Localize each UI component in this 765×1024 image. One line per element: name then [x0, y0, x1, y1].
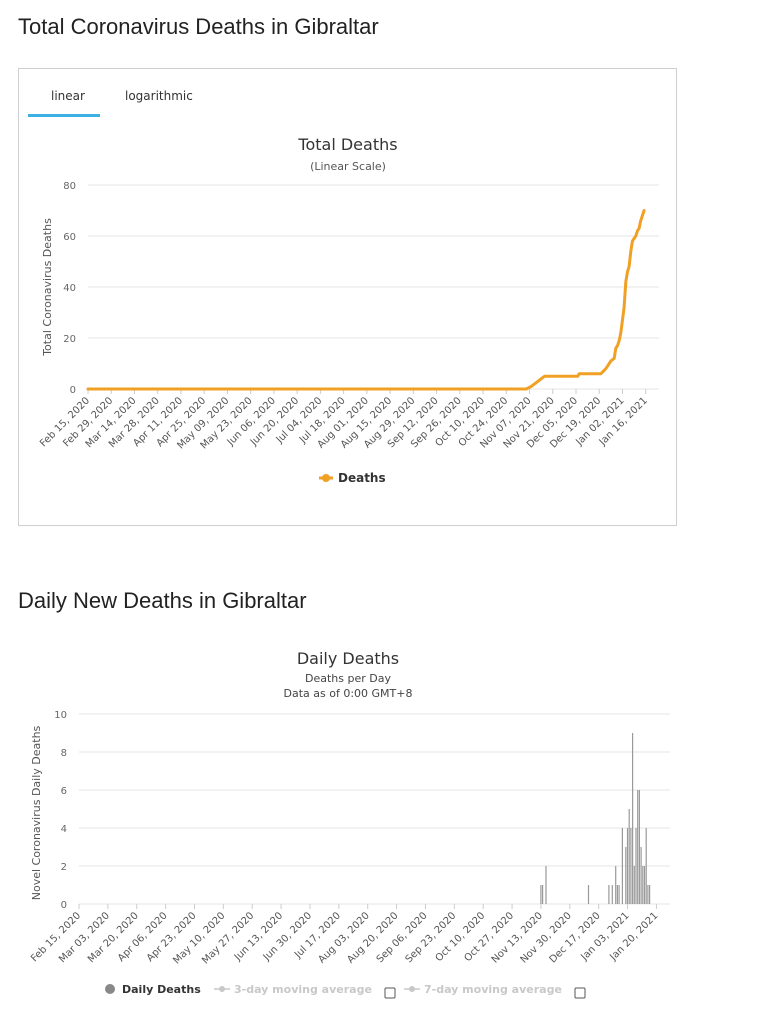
y-tick-label: 10 [54, 710, 67, 721]
y-tick-label: 80 [63, 181, 76, 192]
daily-death-bar [542, 885, 544, 904]
x-tick-label: Sep 23, 2020 [404, 910, 459, 965]
x-tick-label: Nov 13, 2020 [490, 910, 545, 965]
chart-title: Daily Deaths [297, 649, 399, 668]
tab-linear[interactable]: linear [51, 89, 85, 103]
daily-death-bar [618, 885, 620, 904]
x-tick-label: Sep 06, 2020 [375, 910, 430, 965]
y-tick-label: 8 [61, 748, 67, 759]
x-tick-label: Mar 03, 2020 [57, 910, 112, 965]
series-line-deaths [86, 209, 646, 391]
y-axis-label: Novel Coronavirus Daily Deaths [30, 725, 43, 900]
legend-label-deaths: Deaths [338, 471, 386, 485]
total-deaths-heading: Total Coronavirus Deaths in Gibraltar [18, 14, 379, 39]
daily-death-bar [616, 885, 618, 904]
x-tick-label: May 27, 2020 [200, 910, 256, 966]
y-axis-label: Total Coronavirus Deaths [41, 218, 54, 357]
daily-death-bar [611, 885, 613, 904]
chart-subtitle-date: Data as of 0:00 GMT+8 [284, 687, 413, 700]
tab-logarithmic[interactable]: logarithmic [125, 89, 193, 103]
daily-death-bar [545, 866, 547, 904]
y-tick-label: 6 [61, 786, 67, 797]
chart-subtitle: Deaths per Day [305, 672, 391, 685]
daily-death-bar [621, 828, 623, 904]
daily-death-bar [608, 885, 610, 904]
daily-death-bar [632, 733, 634, 904]
legend-marker-3day [219, 986, 225, 992]
x-tick-label: Aug 20, 2020 [345, 910, 400, 965]
y-tick-label: 2 [61, 862, 67, 873]
legend-marker-daily [105, 984, 115, 994]
daily-death-bar [628, 809, 630, 904]
checkbox-7day-average[interactable] [574, 987, 586, 999]
checkbox-3day-average[interactable] [384, 987, 396, 999]
daily-death-bar [642, 866, 644, 904]
daily-death-bar [630, 828, 632, 904]
active-tab-indicator [28, 114, 100, 117]
daily-death-bar [540, 885, 542, 904]
legend-marker-7day [409, 986, 415, 992]
daily-death-bar [638, 790, 640, 904]
x-tick-label: Nov 30, 2020 [519, 910, 574, 965]
daily-death-bar [645, 828, 647, 904]
legend-label-3day: 3-day moving average [234, 983, 372, 996]
x-tick-label: Mar 20, 2020 [86, 910, 141, 965]
y-tick-label: 0 [70, 385, 76, 396]
x-tick-label: May 10, 2020 [171, 910, 227, 966]
y-tick-label: 20 [63, 334, 76, 345]
daily-death-bar [587, 885, 590, 904]
legend-marker [322, 474, 330, 482]
daily-death-bar [640, 847, 642, 904]
daily-death-bar [643, 866, 646, 904]
total-deaths-chart-panel: linear logarithmic [18, 68, 677, 526]
y-tick-label: 60 [63, 232, 76, 243]
daily-deaths-chart: Daily Deaths Deaths per Day Data as of 0:0… [29, 649, 670, 999]
total-deaths-chart: Total Deaths (Linear Scale) Total Coronavi… [38, 135, 659, 485]
daily-death-bar [649, 885, 651, 904]
daily-death-bar [625, 847, 627, 904]
y-tick-label: 0 [61, 900, 67, 911]
daily-death-bar [647, 885, 649, 904]
daily-death-bar [615, 866, 617, 904]
daily-death-bar [633, 866, 635, 904]
x-tick-label: Dec 17, 2020 [548, 910, 603, 965]
daily-death-bar [637, 790, 639, 904]
x-tick-label: Feb 15, 2020 [29, 910, 83, 964]
y-tick-label: 40 [63, 283, 76, 294]
chart-title: Total Deaths [297, 135, 397, 154]
daily-deaths-heading: Daily New Deaths in Gibraltar [18, 588, 307, 613]
x-tick-label: Aug 03, 2020 [316, 910, 371, 965]
legend-label-7day: 7-day moving average [424, 983, 562, 996]
legend-label-daily-deaths: Daily Deaths [122, 983, 201, 996]
y-tick-label: 4 [61, 824, 67, 835]
daily-death-bar [626, 828, 629, 904]
daily-death-bar [635, 828, 637, 904]
chart-subtitle: (Linear Scale) [310, 160, 386, 173]
